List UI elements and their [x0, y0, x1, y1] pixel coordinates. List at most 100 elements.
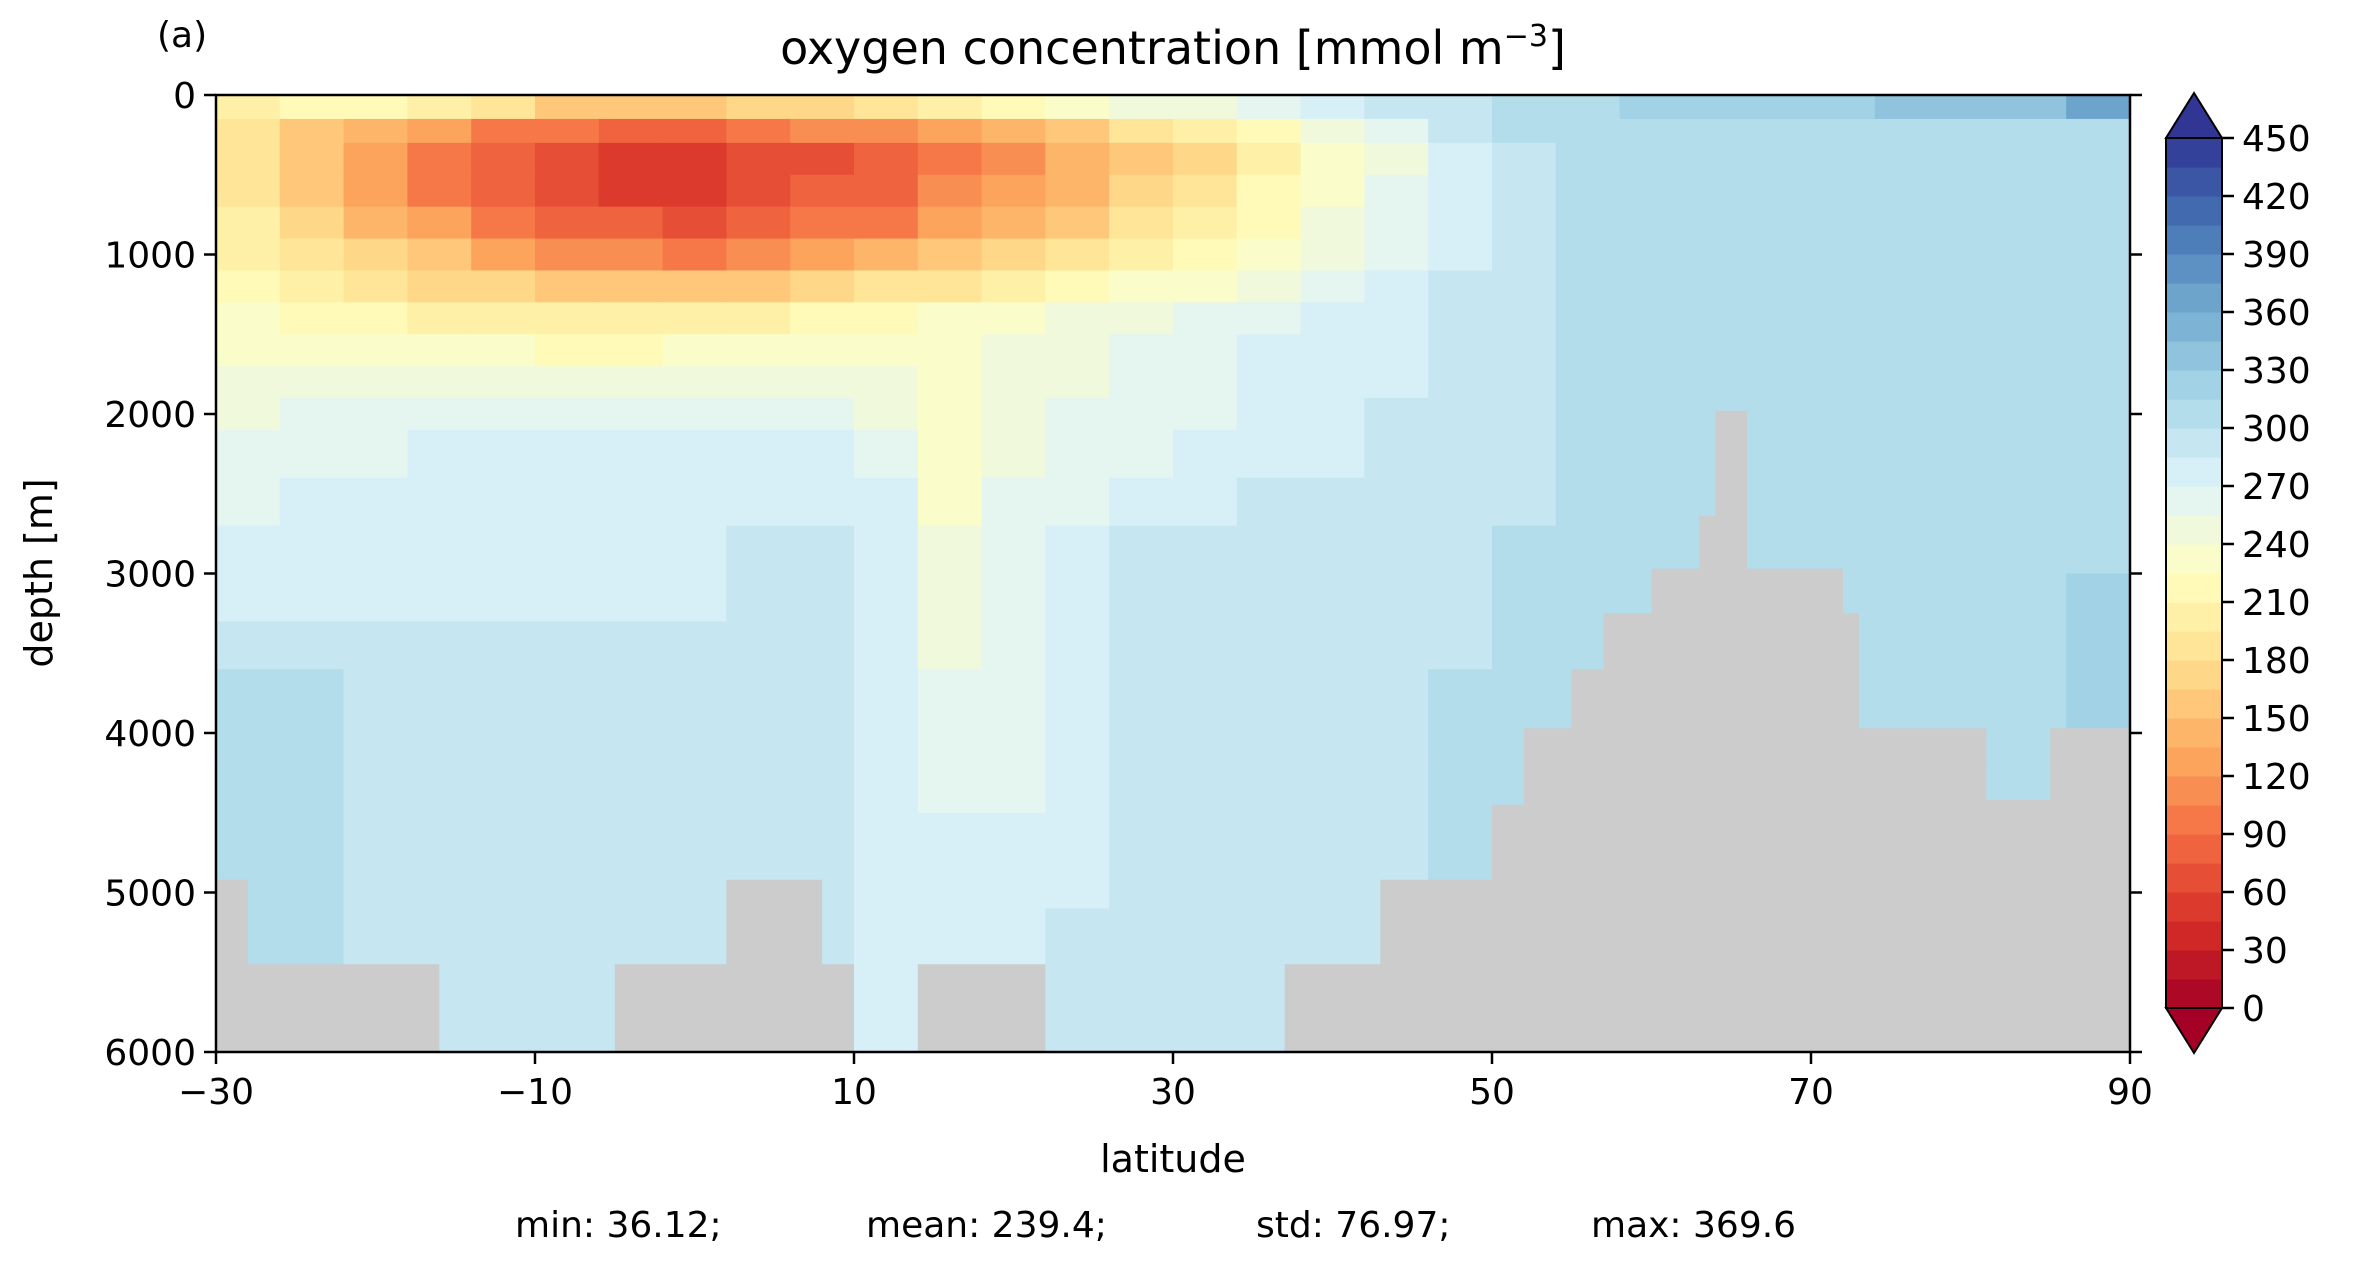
field-cell	[1492, 477, 1557, 527]
field-cell	[1364, 429, 1429, 479]
field-cell	[471, 238, 536, 272]
colorbar-bin	[2166, 921, 2222, 951]
field-cell	[598, 812, 664, 862]
field-cell	[854, 525, 919, 575]
field-cell	[1492, 525, 1557, 575]
field-cell	[1300, 366, 1365, 399]
colorbar-bin	[2166, 196, 2222, 226]
colorbar-bin	[2166, 718, 2222, 748]
field-cell	[407, 860, 472, 910]
field-cell	[471, 477, 536, 527]
colorbar-bin	[2166, 399, 2222, 429]
field-cell	[471, 956, 536, 1005]
field-cell	[2066, 118, 2130, 144]
field-cell	[726, 477, 791, 527]
field-cell	[726, 621, 791, 670]
field-cell	[2066, 366, 2130, 399]
field-cell	[407, 206, 472, 240]
field-cell	[535, 270, 600, 303]
field-cell	[1236, 95, 1302, 120]
stat-mean: mean: 239.4;	[866, 1205, 1107, 1246]
field-cell	[1683, 334, 1748, 367]
field-cell	[1173, 398, 1238, 431]
field-cell	[1747, 429, 1812, 479]
field-cell	[1428, 142, 1493, 176]
field-cell	[279, 477, 345, 527]
field-cell	[216, 398, 281, 431]
colorbar-bin	[2166, 544, 2222, 574]
field-cell	[1428, 525, 1493, 575]
field-cell	[726, 238, 791, 272]
field-cell	[598, 366, 664, 399]
field-cell	[279, 525, 345, 575]
field-cell	[854, 429, 919, 479]
field-cell	[1364, 366, 1429, 399]
y-tick-label: 4000	[104, 714, 196, 755]
field-cell	[662, 573, 727, 622]
field-cell	[471, 334, 536, 367]
field-cell	[1428, 477, 1493, 527]
field-cell	[535, 95, 600, 120]
field-cell	[343, 812, 408, 862]
field-cell	[1555, 95, 1621, 120]
field-cell	[662, 621, 727, 670]
field-cell	[216, 621, 281, 670]
field-cell	[917, 477, 983, 527]
field-cell	[1874, 95, 1940, 120]
field-cell	[662, 270, 727, 303]
field-cell	[1938, 142, 2003, 176]
colorbar-tick-label: 240	[2242, 525, 2311, 566]
field-cell	[471, 908, 536, 957]
field-cell	[1428, 573, 1493, 622]
field-cell	[854, 118, 919, 144]
field-cell	[1300, 717, 1365, 766]
field-cell	[854, 812, 919, 862]
field-cell	[1045, 238, 1110, 272]
field-cell	[216, 174, 281, 208]
field-cell	[917, 573, 983, 622]
field-cell	[471, 1004, 536, 1052]
field-cell	[1811, 366, 1876, 399]
field-cell	[1619, 477, 1684, 527]
field-cell	[662, 812, 727, 862]
field-cell	[2002, 118, 2067, 144]
field-cell	[1364, 174, 1429, 208]
field-cell	[471, 206, 536, 240]
field-cell	[1109, 302, 1174, 335]
field-cell	[407, 334, 472, 367]
field-cell	[854, 908, 919, 957]
field-cell	[2002, 621, 2067, 670]
field-cell	[1555, 238, 1621, 272]
colorbar-tick-label: 450	[2242, 119, 2311, 160]
y-tick-label: 6000	[104, 1033, 196, 1074]
colorbar-tick-label: 150	[2242, 699, 2311, 740]
field-cell	[407, 270, 472, 303]
field-cell	[216, 270, 281, 303]
field-cell	[1300, 429, 1365, 479]
field-cell	[2002, 238, 2067, 272]
field-cell	[343, 717, 408, 766]
field-cell	[343, 398, 408, 431]
field-cell	[981, 860, 1046, 910]
field-cell	[535, 717, 600, 766]
field-cell	[1045, 669, 1110, 718]
field-cell	[1811, 95, 1876, 120]
field-cell	[917, 764, 983, 814]
field-cell	[1492, 573, 1557, 622]
field-cell	[1428, 398, 1493, 431]
field-cell	[1811, 118, 1876, 144]
field-cell	[1811, 398, 1876, 431]
field-cell	[790, 669, 855, 718]
field-cell	[1045, 302, 1110, 335]
field-cell	[343, 525, 408, 575]
field-cell	[216, 142, 281, 176]
field-cell	[1811, 238, 1876, 272]
field-cell	[279, 206, 345, 240]
field-cell	[726, 270, 791, 303]
field-cell	[1045, 477, 1110, 527]
field-cell	[1938, 334, 2003, 367]
field-cell	[726, 118, 791, 144]
field-cell	[1236, 206, 1302, 240]
field-cell	[471, 174, 536, 208]
field-cell	[471, 860, 536, 910]
